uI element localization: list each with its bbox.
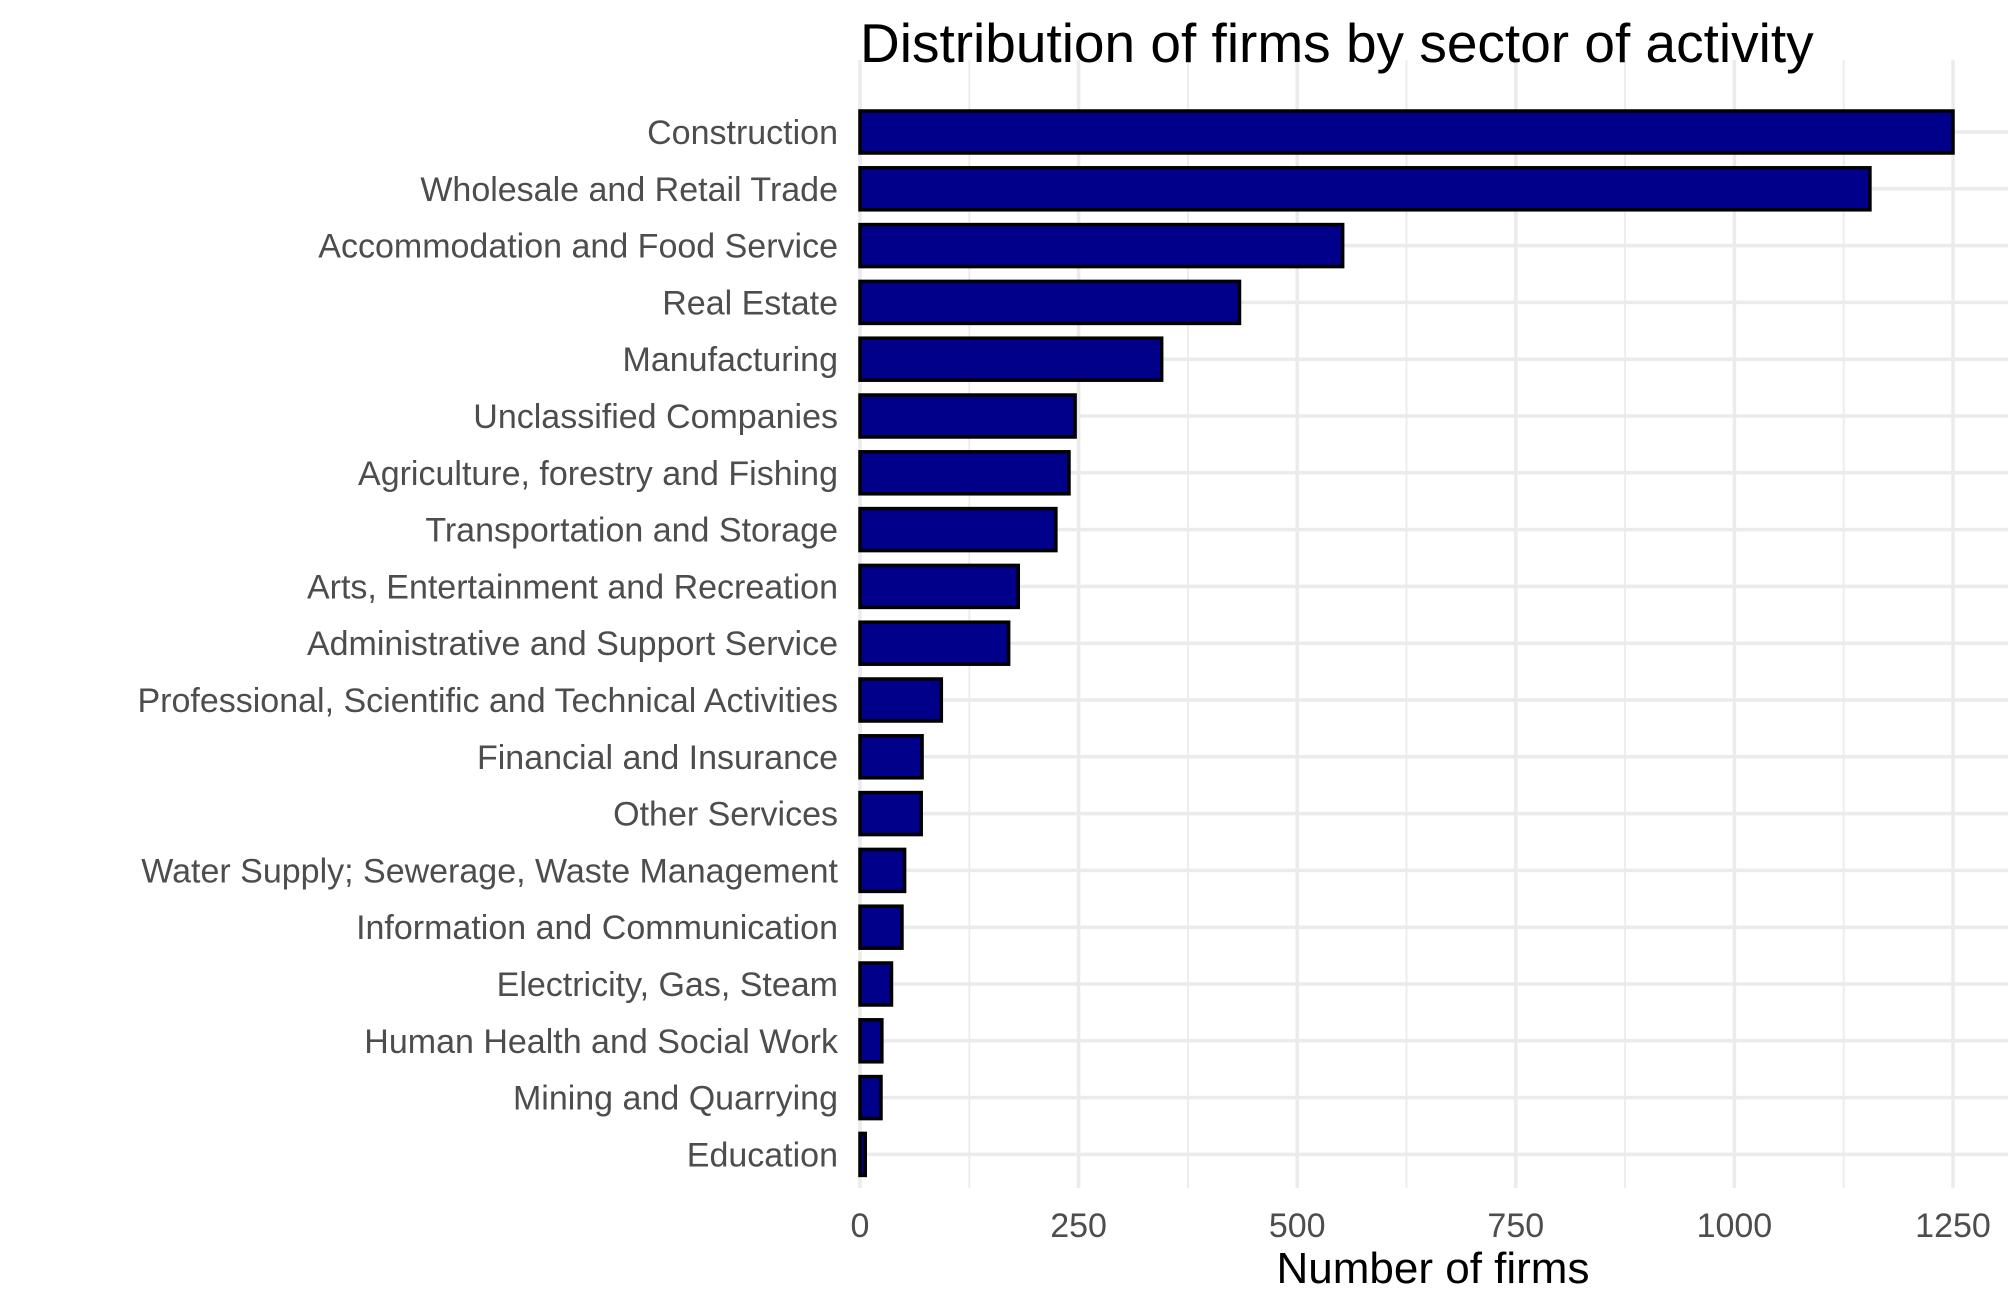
- bar: [858, 961, 894, 1007]
- category-label: Mining and Quarrying: [513, 1080, 838, 1118]
- category-label: Other Services: [613, 796, 838, 834]
- x-tick-label: 500: [1269, 1207, 1326, 1245]
- category-label: Construction: [647, 114, 838, 152]
- category-label: Water Supply; Sewerage, Waste Management: [141, 852, 838, 890]
- bar: [858, 506, 1058, 553]
- bar: [858, 563, 1021, 610]
- category-label: Professional, Scientific and Technical A…: [137, 682, 838, 720]
- category-labels: Construction Wholesale and Retail Trade Ac…: [137, 114, 839, 1174]
- category-label: Education: [687, 1136, 838, 1174]
- category-label: Accommodation and Food Service: [318, 228, 838, 266]
- x-tick-label: 0: [851, 1207, 870, 1245]
- x-tick-label: 750: [1487, 1207, 1544, 1245]
- category-label: Agriculture, forestry and Fishing: [358, 455, 838, 493]
- category-label: Arts, Entertainment and Recreation: [307, 568, 838, 606]
- bar: [858, 1018, 884, 1064]
- category-label: Administrative and Support Service: [307, 625, 838, 663]
- bar: [858, 1074, 883, 1121]
- bar: [858, 620, 1011, 666]
- x-tick-labels: 0 250 500 750 1000 1250: [851, 1207, 1991, 1245]
- bar: [858, 847, 907, 894]
- bar: [858, 677, 944, 723]
- category-label: Manufacturing: [623, 341, 838, 379]
- bar: [858, 336, 1164, 382]
- bar: [858, 1131, 867, 1178]
- category-label: Unclassified Companies: [473, 398, 838, 436]
- bar: [858, 166, 1872, 212]
- bar: [858, 904, 904, 950]
- category-label: Transportation and Storage: [425, 512, 838, 550]
- category-label: Wholesale and Retail Trade: [420, 171, 838, 209]
- category-label: Electricity, Gas, Steam: [497, 966, 838, 1004]
- bar: [858, 450, 1071, 496]
- category-label: Human Health and Social Work: [364, 1023, 839, 1061]
- bar: [858, 393, 1077, 439]
- bar: [858, 279, 1242, 326]
- bars: [858, 109, 1955, 1178]
- bar: [858, 109, 1955, 155]
- bar: [858, 790, 923, 837]
- bar: [858, 222, 1345, 269]
- x-tick-label: 1000: [1697, 1207, 1773, 1245]
- chart-title: Distribution of firms by sector of activ…: [860, 12, 1814, 74]
- category-label: Financial and Insurance: [477, 739, 838, 777]
- x-tick-label: 250: [1050, 1207, 1107, 1245]
- bar: [858, 734, 924, 780]
- category-label: Information and Communication: [356, 909, 838, 947]
- x-axis-title: Number of firms: [1277, 1244, 1590, 1293]
- category-label: Real Estate: [662, 284, 838, 322]
- x-tick-label: 1250: [1915, 1207, 1991, 1245]
